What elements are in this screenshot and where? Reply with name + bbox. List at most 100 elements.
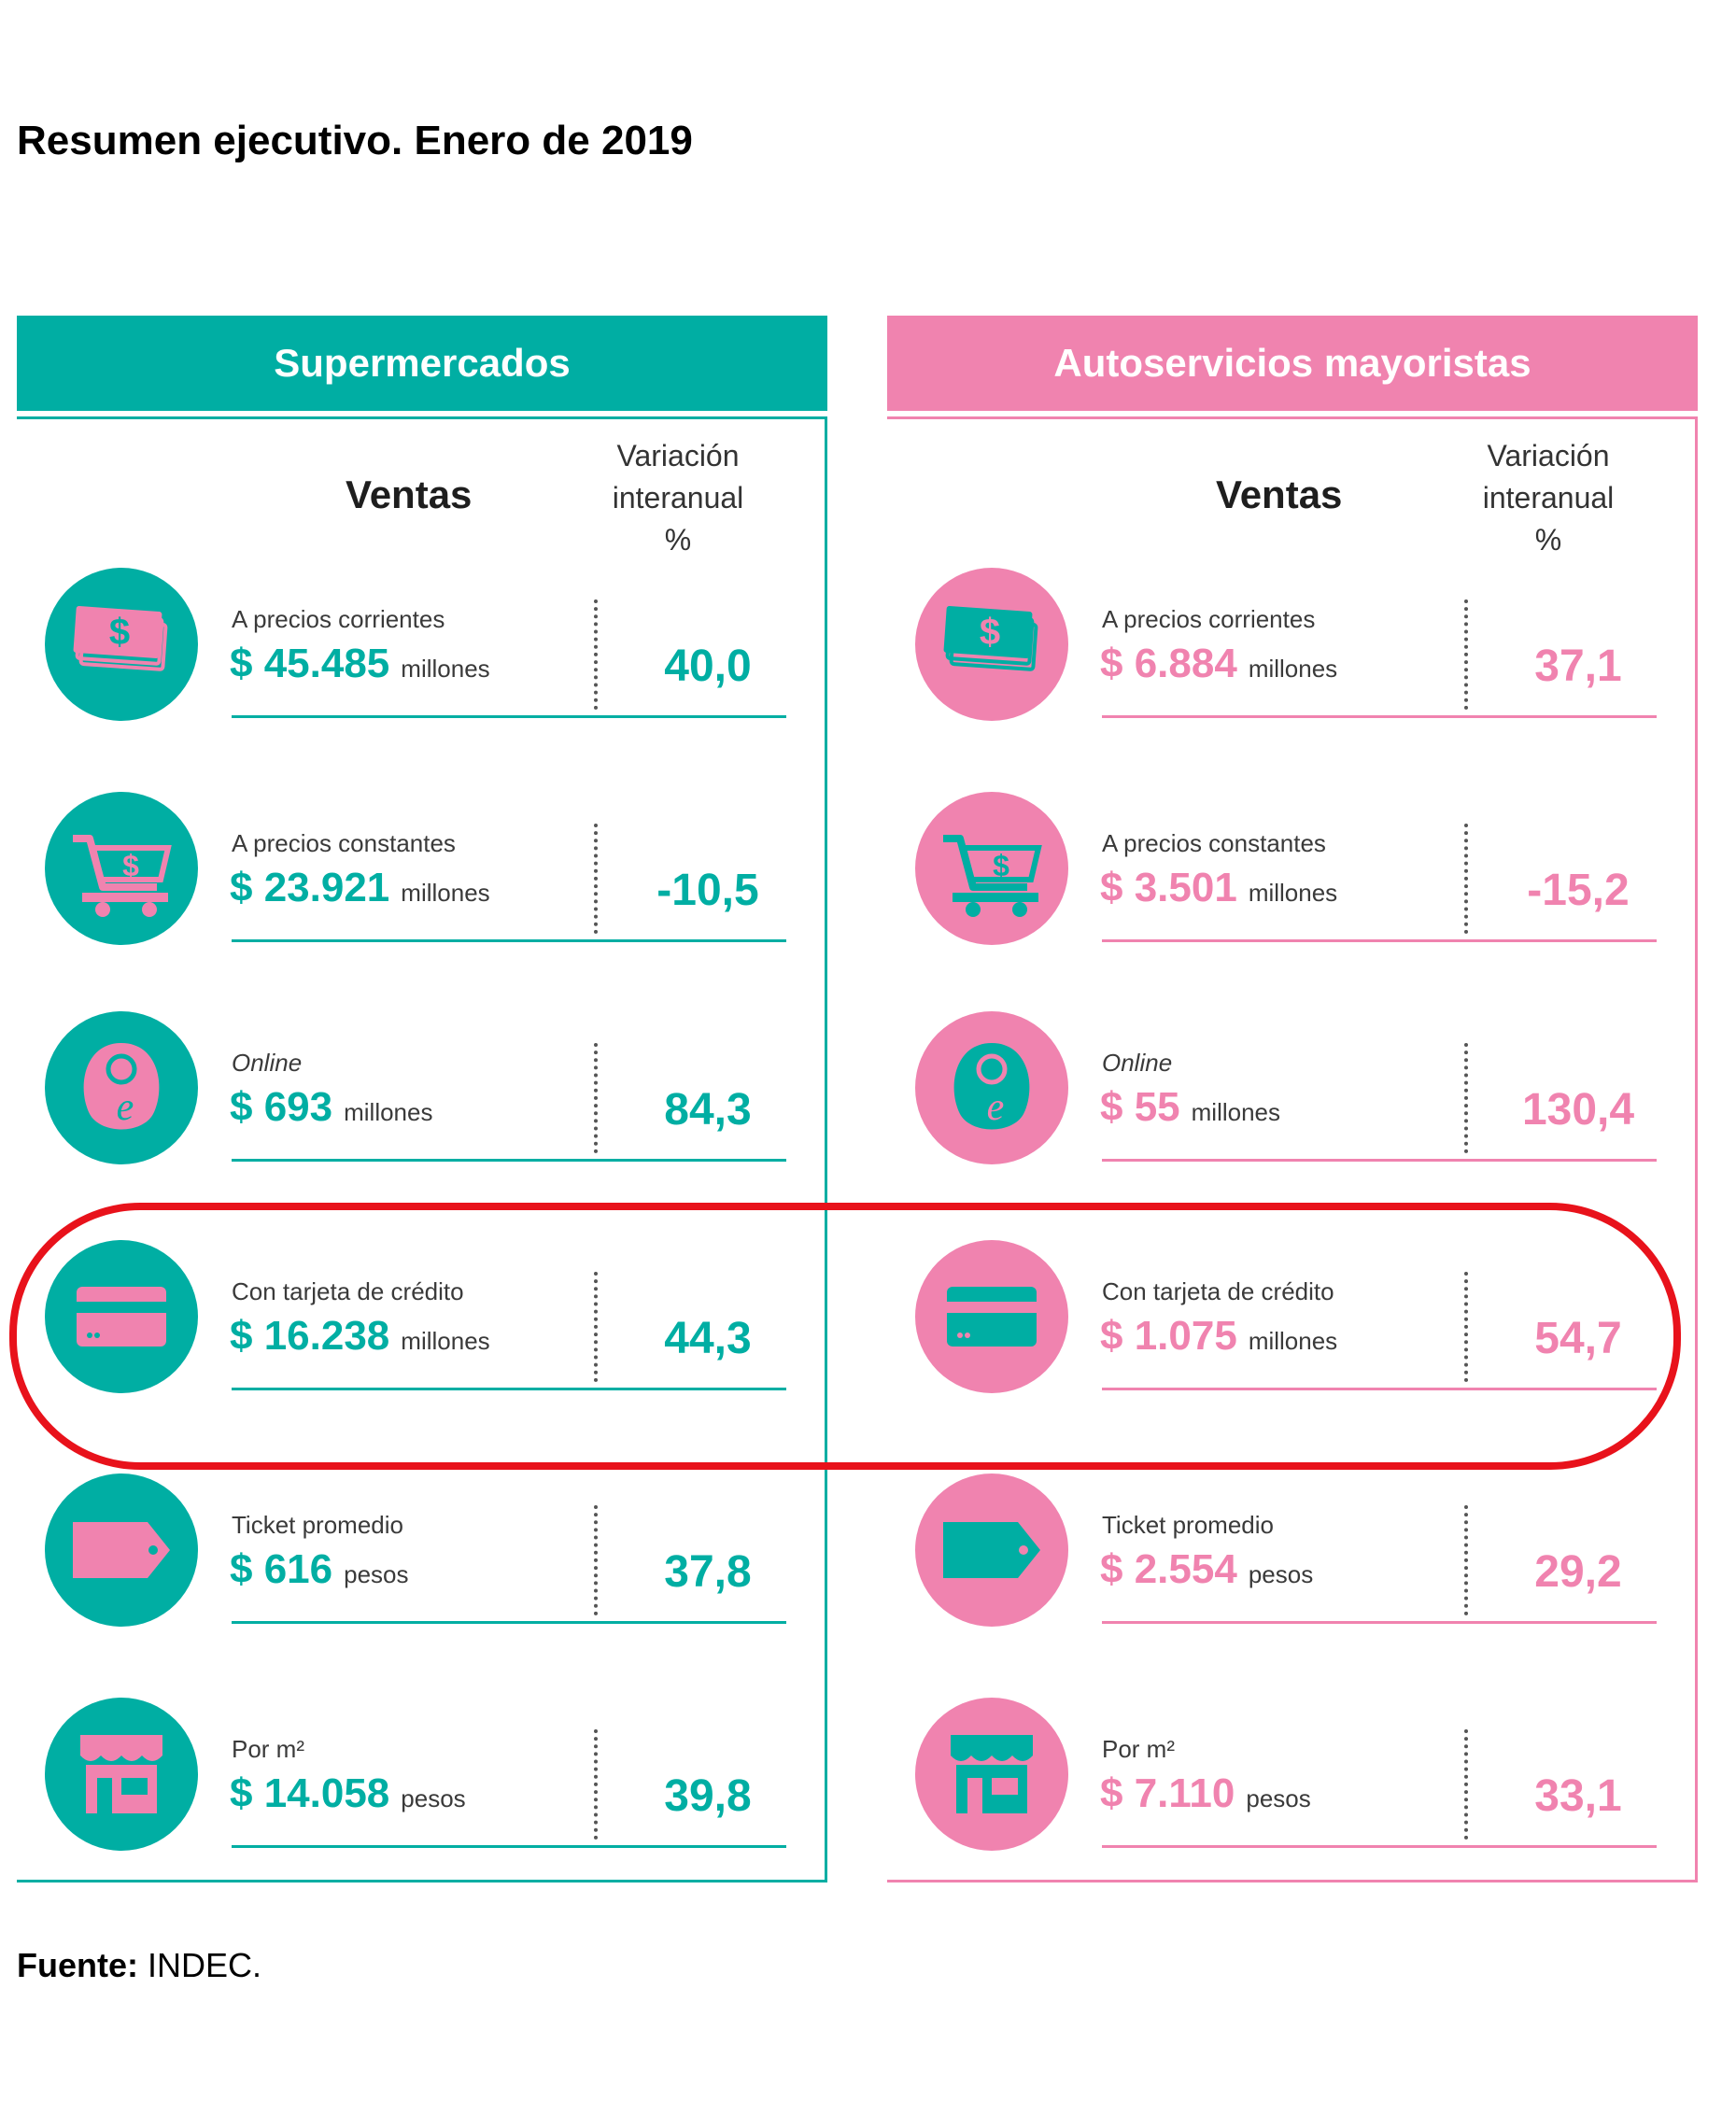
indicator-amount: $ 7.110 xyxy=(1100,1770,1235,1816)
column-header-variacion-line: interanual xyxy=(612,481,744,515)
indicator-unit: millones xyxy=(1191,1098,1281,1126)
cash-icon: $ xyxy=(45,568,198,721)
indicator-variation: 84,3 xyxy=(664,1085,752,1135)
indicator-value: $ 7.110 pesos xyxy=(1100,1770,1311,1817)
panel-bottom-rule xyxy=(17,1880,827,1882)
ticket-tag-icon xyxy=(45,1474,198,1627)
credit-card-icon xyxy=(915,1240,1068,1393)
dotted-divider xyxy=(594,824,598,934)
indicator-variation: 33,1 xyxy=(1534,1771,1622,1821)
row-underline xyxy=(232,715,786,718)
row-underline xyxy=(1102,939,1657,942)
indicator-amount: $ 23.921 xyxy=(230,865,390,910)
indicator-amount: $ 616 xyxy=(230,1546,333,1592)
indicator-value: $ 45.485 millones xyxy=(230,641,490,687)
panel-autoservicios-mayoristas: Autoservicios mayoristas Ventas Variació… xyxy=(887,316,1698,1884)
indicator-unit: millones xyxy=(401,655,490,683)
dotted-divider xyxy=(1464,1505,1468,1615)
panel-rule xyxy=(17,416,827,419)
row-underline xyxy=(232,1621,786,1624)
highlight-ellipse xyxy=(9,1203,1681,1470)
dotted-divider xyxy=(1464,1729,1468,1840)
indicator-amount: $ 3.501 xyxy=(1100,865,1237,910)
row-underline xyxy=(232,939,786,942)
column-header-ventas: Ventas xyxy=(346,472,473,516)
indicator-unit: millones xyxy=(1248,655,1338,683)
indicator-variation: 39,8 xyxy=(664,1771,752,1821)
cart-icon: $ xyxy=(915,792,1068,945)
dotted-divider xyxy=(1464,1272,1468,1382)
indicator-amount: $ 45.485 xyxy=(230,641,390,686)
svg-text:$: $ xyxy=(980,612,1000,653)
panel-header: Autoservicios mayoristas xyxy=(887,316,1698,411)
indicator-variation: 130,4 xyxy=(1521,1085,1635,1135)
indicator-row: $ A precios constantes $ 3.501 millones -15… xyxy=(887,792,1698,979)
indicator-unit: millones xyxy=(1248,1327,1338,1355)
panel-side-rule xyxy=(1695,416,1698,1882)
indicator-amount: $ 16.238 xyxy=(230,1313,390,1359)
indicator-row: Ticket promedio $ 2.554 pesos 29,2 xyxy=(887,1474,1698,1660)
indicator-value: $ 1.075 millones xyxy=(1100,1313,1337,1360)
indicator-amount: $ 14.058 xyxy=(230,1770,390,1816)
indicator-unit: pesos xyxy=(1248,1560,1314,1588)
svg-text:$: $ xyxy=(122,849,139,882)
indicator-amount: $ 6.884 xyxy=(1100,641,1237,686)
indicator-label: Ticket promedio xyxy=(1102,1511,1274,1539)
svg-text:$: $ xyxy=(109,612,130,653)
cart-icon: $ xyxy=(45,792,198,945)
dotted-divider xyxy=(594,1729,598,1840)
panel-header: Supermercados xyxy=(17,316,827,411)
row-underline xyxy=(1102,1621,1657,1624)
indicator-row: $ A precios constantes $ 23.921 millones -1… xyxy=(17,792,827,979)
indicator-amount: $ 2.554 xyxy=(1100,1546,1237,1592)
indicator-value: $ 16.238 millones xyxy=(230,1313,490,1360)
indicator-label: A precios constantes xyxy=(232,829,456,857)
ticket-tag-icon xyxy=(915,1474,1068,1627)
panel-bottom-rule xyxy=(887,1880,1698,1882)
indicator-value: $ 2.554 pesos xyxy=(1100,1546,1313,1593)
indicator-variation: -10,5 xyxy=(656,866,759,915)
row-underline xyxy=(1102,1388,1657,1390)
indicator-variation: 29,2 xyxy=(1534,1547,1622,1597)
svg-text:$: $ xyxy=(993,849,1009,882)
column-header-variacion-line: Variación xyxy=(1487,439,1610,472)
indicator-amount: $ 1.075 xyxy=(1100,1313,1237,1359)
indicator-row: $ A precios corrientes $ 6.884 millones 37,1 xyxy=(887,568,1698,754)
indicator-variation: 37,8 xyxy=(664,1547,752,1597)
indicator-variation: 40,0 xyxy=(664,642,752,691)
online-tag-icon: e xyxy=(45,1011,198,1164)
indicator-value: $ 23.921 millones xyxy=(230,865,490,911)
indicator-row: Ticket promedio $ 616 pesos 37,8 xyxy=(17,1474,827,1660)
indicator-value: $ 3.501 millones xyxy=(1100,865,1337,911)
indicator-label: A precios constantes xyxy=(1102,829,1326,857)
dotted-divider xyxy=(594,599,598,710)
indicator-row: e Online $ 55 millones 130,4 xyxy=(887,1011,1698,1198)
dotted-divider xyxy=(594,1043,598,1153)
row-underline xyxy=(232,1845,786,1848)
indicator-label: Online xyxy=(232,1049,303,1077)
indicator-label: A precios corrientes xyxy=(232,605,445,633)
indicator-label: A precios corrientes xyxy=(1102,605,1316,633)
dotted-divider xyxy=(594,1505,598,1615)
indicator-value: $ 616 pesos xyxy=(230,1546,409,1593)
row-underline xyxy=(1102,1159,1657,1162)
indicator-row: Con tarjeta de crédito $ 1.075 millones 54,… xyxy=(887,1240,1698,1427)
indicator-label: Ticket promedio xyxy=(232,1511,403,1539)
column-header-variacion-line: % xyxy=(664,523,692,557)
store-icon xyxy=(45,1698,198,1851)
source-label: Fuente: xyxy=(17,1946,138,1984)
indicator-unit: pesos xyxy=(1246,1784,1311,1812)
dotted-divider xyxy=(1464,1043,1468,1153)
indicator-value: $ 14.058 pesos xyxy=(230,1770,466,1817)
indicator-unit: millones xyxy=(401,1327,490,1355)
indicator-label: Por m² xyxy=(1102,1735,1175,1763)
indicator-value: $ 55 millones xyxy=(1100,1084,1280,1131)
panel-rule xyxy=(887,416,1698,419)
source-note: Fuente: INDEC. xyxy=(17,1946,261,1985)
indicator-label: Con tarjeta de crédito xyxy=(232,1277,464,1305)
indicator-amount: $ 693 xyxy=(230,1084,333,1130)
column-header-variacion-line: interanual xyxy=(1482,481,1615,515)
row-underline xyxy=(232,1159,786,1162)
indicator-variation: -15,2 xyxy=(1527,866,1630,915)
indicator-unit: millones xyxy=(1248,879,1338,907)
